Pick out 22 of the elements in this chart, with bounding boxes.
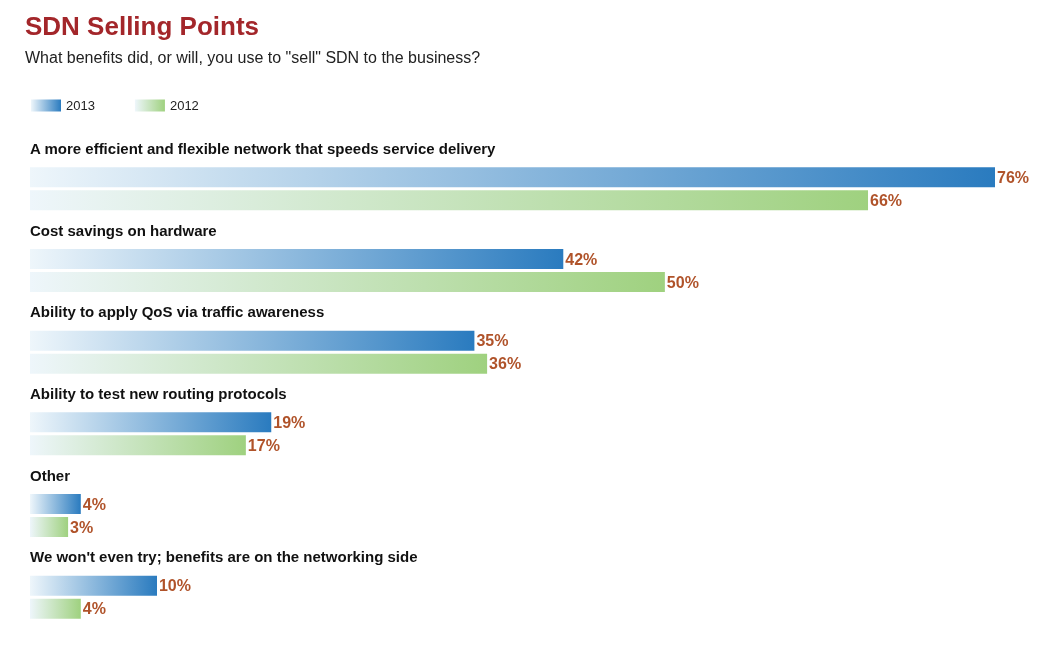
data-label: 35% — [476, 332, 509, 350]
chart-subtitle: What benefits did, or will, you use to "sell" SDN to the business? — [25, 48, 481, 66]
y-tick-label: We won't even try; benefits are on the networking side — [30, 548, 418, 566]
data-label: 36% — [489, 355, 522, 373]
chart-title: SDN Selling Points — [25, 11, 260, 41]
y-tick-label: A more efficient and flexible network that speeds service delivery — [30, 139, 497, 157]
data-label: 76% — [997, 168, 1030, 186]
y-tick-label: Ability to apply QoS via traffic awareness — [30, 303, 325, 321]
data-label: 66% — [870, 191, 903, 209]
y-tick-label: Cost savings on hardware — [30, 221, 217, 239]
y-tick-label: Other — [30, 466, 71, 484]
data-label: 3% — [70, 518, 94, 536]
data-label: 19% — [273, 413, 306, 431]
y-tick-label: Ability to test new routing protocols — [30, 384, 287, 402]
data-label: 50% — [666, 273, 699, 291]
legend-label: 2013 — [66, 98, 95, 113]
data-label: 42% — [565, 250, 598, 268]
data-label: 10% — [158, 577, 191, 595]
data-label: 4% — [82, 600, 106, 618]
data-label: 4% — [82, 495, 106, 513]
data-label: 17% — [247, 436, 280, 454]
legend-label: 2012 — [169, 98, 199, 113]
